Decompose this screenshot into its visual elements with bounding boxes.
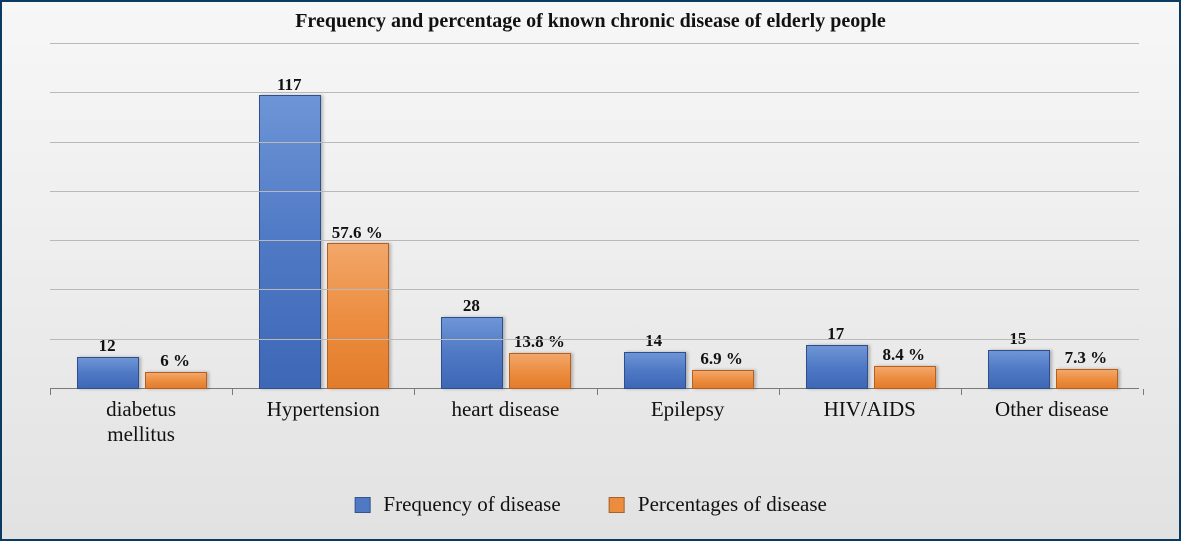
- x-tick: [232, 389, 233, 395]
- bar-group: 17 8.4 %: [779, 44, 961, 389]
- plot-area: 126 %11757.6 %2813.8 %146.9 %178.4 %157.…: [50, 44, 1139, 389]
- gridline: [50, 43, 1139, 44]
- gridline: [50, 240, 1139, 241]
- x-axis-label: Hypertension: [232, 397, 414, 422]
- gridline: [50, 92, 1139, 93]
- bar-label-percentage: 8.4 %: [844, 346, 964, 364]
- bar-groups: 126 %11757.6 %2813.8 %146.9 %178.4 %157.…: [50, 44, 1139, 389]
- x-axis-labels: diabetusmellitusHypertensionheart diseas…: [50, 397, 1139, 467]
- legend-label-frequency: Frequency of disease: [383, 492, 560, 516]
- bar-frequency: [259, 95, 321, 389]
- bar-group: 157.3 %: [961, 44, 1143, 389]
- bar-percentage: [874, 366, 936, 389]
- gridline: [50, 289, 1139, 290]
- bar-group: 146.9 %: [597, 44, 779, 389]
- bar-percentage: [692, 370, 754, 389]
- x-axis-label: Other disease: [961, 397, 1143, 422]
- bar-group: 28 13.8 %: [414, 44, 596, 389]
- gridline: [50, 191, 1139, 192]
- bar-percentage: [145, 372, 207, 389]
- bar-label-frequency: 117: [229, 76, 349, 94]
- bar-percentage: [509, 353, 571, 389]
- x-axis-label: diabetusmellitus: [50, 397, 232, 447]
- legend-item-percentage: Percentages of disease: [609, 492, 827, 517]
- bar-label-percentage: 7.3 %: [1026, 349, 1146, 367]
- bar-label-frequency: 14: [594, 332, 714, 350]
- x-axis-label: heart disease: [414, 397, 596, 422]
- bar-label-percentage: 57.6 %: [297, 224, 417, 242]
- bar-group: 126 %: [50, 44, 232, 389]
- legend-item-frequency: Frequency of disease: [354, 492, 561, 517]
- x-tick: [1143, 389, 1144, 395]
- bar-label-percentage: 13.8 %: [479, 333, 599, 351]
- x-tick: [779, 389, 780, 395]
- bar-label-frequency: 17: [776, 325, 896, 343]
- legend-swatch-percentage: [609, 497, 625, 513]
- x-tick: [50, 389, 51, 395]
- bar-group: 117 57.6 %: [232, 44, 414, 389]
- x-tick: [414, 389, 415, 395]
- bar-label-percentage: 6 %: [115, 352, 235, 370]
- x-tick: [597, 389, 598, 395]
- bar-percentage: [327, 243, 389, 389]
- gridline: [50, 142, 1139, 143]
- x-axis-label: HIV/AIDS: [779, 397, 961, 422]
- bar-frequency: [441, 317, 503, 389]
- chart-frame: Frequency and percentage of known chroni…: [0, 0, 1181, 541]
- gridline: [50, 339, 1139, 340]
- bar-label-frequency: 28: [411, 297, 531, 315]
- legend-label-percentage: Percentages of disease: [638, 492, 827, 516]
- x-tick: [961, 389, 962, 395]
- chart-title: Frequency and percentage of known chroni…: [2, 2, 1179, 33]
- bar-label-percentage: 6.9 %: [662, 350, 782, 368]
- x-axis-label: Epilepsy: [597, 397, 779, 422]
- legend: Frequency of disease Percentages of dise…: [354, 492, 827, 517]
- legend-swatch-frequency: [354, 497, 370, 513]
- bar-percentage: [1056, 369, 1118, 389]
